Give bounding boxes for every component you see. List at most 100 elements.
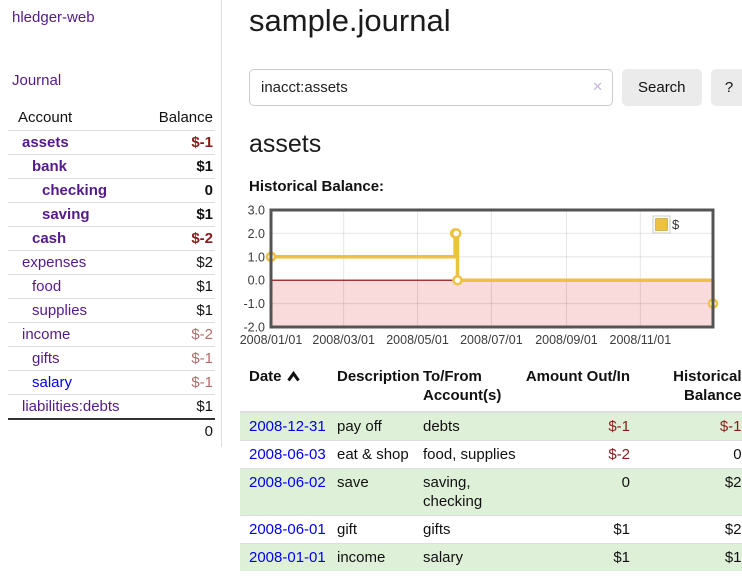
register-header-description: Description [337,363,423,413]
register-header-accounts: To/From Account(s) [423,363,520,413]
account-balance: $-1 [145,130,215,155]
account-row: gifts $-1 [8,346,215,371]
svg-text:1.0: 1.0 [248,250,265,264]
search-input[interactable] [249,68,613,106]
account-balance: 0 [145,178,215,203]
account-link[interactable]: bank [32,158,68,175]
accounts-header-row: Account Balance [8,106,215,131]
svg-text:2.0: 2.0 [248,227,265,241]
accounts-table: Account Balance assets $-1 bank $1 check… [8,106,215,443]
main-content: sample.journal ✕ Search ? assets Histori… [222,0,742,571]
account-heading: assets [249,129,322,158]
description-cell: income [337,542,423,571]
account-link[interactable]: liabilities:debts [22,398,120,415]
account-row: bank $1 [8,154,215,179]
description-cell: save [337,467,423,516]
account-link[interactable]: cash [32,230,67,247]
svg-text:2008/07/01: 2008/07/01 [460,333,523,347]
balance-chart: 3.0 2.0 1.0 0.0 -1.0 -2.0 2008/01/01 2008/03/01… [240,203,742,349]
register-row: 2008-01-01 income salary $1 $1 [240,542,742,571]
register-header-date: Date [240,363,337,413]
account-link[interactable]: expenses [22,254,87,271]
sidebar-item-journal[interactable]: Journal [12,72,62,89]
clear-search-icon[interactable]: ✕ [592,78,603,94]
date-link[interactable]: 2008-06-03 [249,445,326,463]
accounts-total-row: 0 [8,418,215,443]
balance-cell: $-1 [630,411,742,441]
account-row: supplies $1 [8,298,215,323]
amount-cell: $-2 [520,439,630,469]
account-row: salary $-1 [8,370,215,395]
balance-cell: $1 [630,542,742,571]
svg-text:-2.0: -2.0 [243,320,265,334]
register-header-row: Date Description To/From Account(s) Amou… [240,363,742,413]
amount-cell: 0 [520,467,630,516]
search-button[interactable]: Search [622,68,702,106]
search-input-wrap: ✕ [249,68,613,106]
sort-ascending-icon [286,368,300,387]
account-column-header: Account [18,109,73,126]
brand-link[interactable]: hledger-web [12,9,95,26]
account-balance: $1 [145,154,215,179]
account-balance: $1 [145,298,215,323]
amount-cell: $1 [520,542,630,571]
account-balance: $1 [145,202,215,227]
accounts-cell: gifts [423,514,520,544]
amount-cell: $-1 [520,411,630,441]
account-balance: $-2 [145,322,215,347]
register-row: 2008-06-03 eat & shop food, supplies $-2… [240,439,742,469]
account-row: saving $1 [8,202,215,227]
date-link[interactable]: 2008-06-02 [249,473,326,491]
svg-text:3.0: 3.0 [248,203,265,217]
description-cell: gift [337,514,423,544]
accounts-cell: food, supplies [423,439,520,469]
account-balance: $-1 [145,370,215,395]
account-balance: $2 [145,250,215,275]
date-link[interactable]: 2008-12-31 [249,417,326,435]
description-cell: pay off [337,411,423,441]
account-link[interactable]: assets [22,134,69,151]
account-row: expenses $2 [8,250,215,275]
account-balance: $1 [145,394,215,419]
account-row: income $-2 [8,322,215,347]
accounts-total: 0 [145,418,215,443]
sidebar: hledger-web Journal Account Balance asse… [0,0,222,447]
amount-cell: $1 [520,514,630,544]
help-button[interactable]: ? [710,68,742,106]
date-link[interactable]: 2008-01-01 [249,548,326,566]
account-link[interactable]: checking [42,182,108,199]
register-row: 2008-12-31 pay off debts $-1 $-1 [240,411,742,441]
account-balance: $-2 [145,226,215,251]
accounts-cell: saving, checking [423,467,520,516]
balance-cell: 0 [630,439,742,469]
account-row: cash $-2 [8,226,215,251]
account-link[interactable]: supplies [32,302,88,319]
balance-cell: $2 [630,467,742,516]
page-title: sample.journal [249,3,451,38]
svg-text:2008/05/01: 2008/05/01 [386,333,449,347]
account-row: checking 0 [8,178,215,203]
register-row: 2008-06-02 save saving, checking 0 $2 [240,467,742,516]
date-link[interactable]: 2008-06-01 [249,520,326,538]
register-table: Date Description To/From Account(s) Amou… [240,363,742,571]
register-header-balance: Historical Balance [630,363,742,413]
historical-balance-label: Historical Balance: [249,177,385,195]
svg-text:-1.0: -1.0 [243,297,265,311]
register-row: 2008-06-01 gift gifts $1 $2 [240,514,742,544]
svg-text:$: $ [672,217,680,232]
account-link[interactable]: saving [42,206,90,223]
account-row: food $1 [8,274,215,299]
account-link[interactable]: food [32,278,62,295]
account-link[interactable]: salary [32,374,73,391]
balance-cell: $2 [630,514,742,544]
account-row: liabilities:debts $1 [8,394,215,419]
svg-text:2008/11/01: 2008/11/01 [610,333,672,347]
account-link[interactable]: gifts [32,350,60,367]
svg-text:2008/03/01: 2008/03/01 [312,333,375,347]
account-link[interactable]: income [22,326,71,343]
account-row: assets $-1 [8,130,215,155]
balance-column-header: Balance [158,109,213,126]
svg-text:0.0: 0.0 [248,273,265,287]
register-header-amount: Amount Out/In [520,363,630,413]
